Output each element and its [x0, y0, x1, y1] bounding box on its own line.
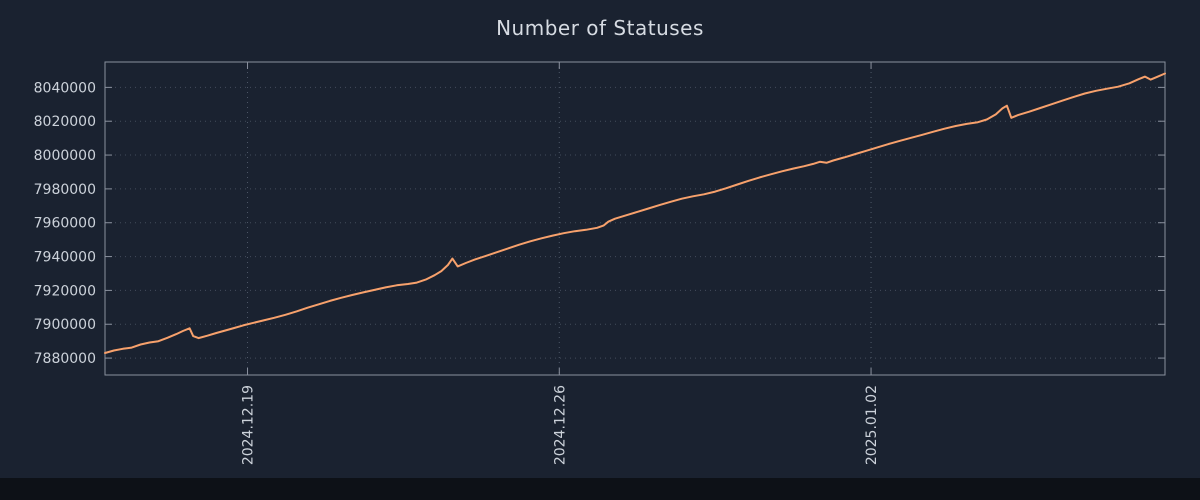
- svg-text:2025.01.02: 2025.01.02: [864, 385, 880, 465]
- svg-text:8000000: 8000000: [34, 148, 96, 164]
- svg-text:8020000: 8020000: [34, 114, 96, 130]
- svg-text:7960000: 7960000: [34, 216, 96, 232]
- svg-text:7940000: 7940000: [34, 250, 96, 266]
- svg-text:2024.12.26: 2024.12.26: [552, 385, 568, 465]
- svg-text:2024.12.19: 2024.12.19: [241, 385, 257, 465]
- svg-text:7920000: 7920000: [34, 283, 96, 299]
- svg-text:7880000: 7880000: [34, 351, 96, 367]
- svg-text:7980000: 7980000: [34, 182, 96, 198]
- bottom-bar: [0, 478, 1200, 500]
- svg-text:7900000: 7900000: [34, 317, 96, 333]
- chart-title: Number of Statuses: [496, 16, 704, 40]
- svg-text:8040000: 8040000: [34, 80, 96, 96]
